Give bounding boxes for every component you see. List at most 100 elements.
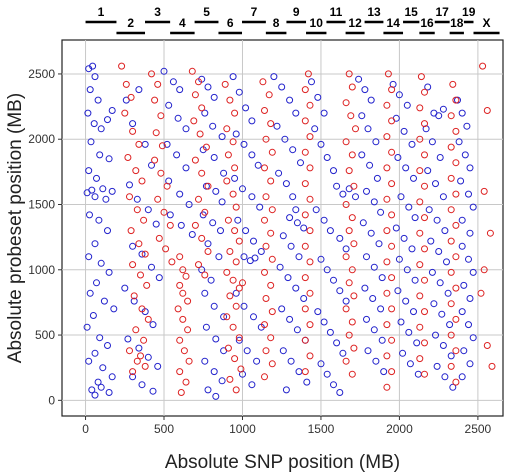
x-tick-label: 2500 — [465, 422, 492, 436]
data-point — [221, 80, 229, 88]
data-point — [182, 164, 190, 172]
data-point — [435, 112, 443, 120]
data-point — [388, 305, 396, 313]
data-point — [436, 154, 444, 161]
data-point — [345, 279, 353, 287]
data-point — [160, 67, 168, 75]
data-point — [204, 248, 212, 255]
data-point — [96, 334, 104, 342]
series-0 — [83, 62, 477, 400]
data-point — [410, 308, 417, 316]
data-point — [174, 114, 182, 122]
data-point — [122, 80, 130, 88]
data-point — [124, 335, 132, 343]
data-point — [251, 254, 259, 262]
x-tick-label: 0 — [82, 422, 89, 436]
data-point — [323, 370, 331, 378]
data-point — [372, 357, 380, 365]
data-point — [105, 155, 113, 163]
data-point — [108, 107, 116, 114]
data-point — [345, 227, 353, 235]
y-tick-label: 0 — [48, 393, 55, 407]
data-point — [466, 164, 474, 172]
data-point — [231, 109, 239, 117]
data-point — [317, 140, 325, 148]
data-point — [140, 216, 148, 224]
data-point — [154, 195, 162, 203]
chromosome-label: 14 — [387, 16, 401, 30]
data-point — [91, 391, 99, 399]
data-point — [421, 276, 428, 284]
data-point — [317, 360, 325, 368]
data-point — [320, 216, 328, 224]
data-point — [402, 297, 410, 305]
chromosome-label: 13 — [367, 5, 381, 19]
data-point — [100, 297, 108, 305]
data-point — [411, 276, 419, 284]
data-point — [182, 378, 190, 386]
data-point — [400, 234, 408, 242]
data-point — [358, 151, 366, 159]
data-point — [196, 130, 204, 138]
data-point — [406, 360, 414, 368]
data-point — [209, 122, 217, 130]
data-point — [268, 206, 276, 214]
data-point — [176, 253, 184, 261]
data-point — [190, 117, 198, 125]
data-point — [210, 368, 218, 376]
data-point — [257, 248, 265, 255]
data-point — [466, 360, 474, 368]
data-point — [130, 297, 138, 305]
data-point — [191, 91, 199, 99]
data-point — [99, 185, 107, 193]
data-point — [416, 355, 424, 363]
data-point — [403, 101, 411, 109]
data-point — [179, 266, 187, 274]
data-point — [380, 368, 388, 376]
data-point — [143, 281, 151, 289]
data-point — [201, 109, 209, 117]
chromosome-label: 4 — [179, 16, 186, 30]
data-point — [165, 101, 173, 109]
data-point — [301, 148, 309, 156]
data-point — [458, 242, 466, 250]
data-point — [301, 242, 309, 250]
data-point — [301, 86, 309, 94]
data-point — [248, 381, 256, 389]
data-point — [416, 292, 424, 300]
data-point — [267, 281, 275, 289]
data-point — [154, 362, 162, 370]
data-point — [273, 122, 281, 130]
data-point — [408, 245, 416, 253]
data-point — [342, 297, 350, 305]
data-point — [215, 253, 223, 261]
data-point — [267, 334, 275, 342]
y-axis: 0 500 1000 1500 2000 2500 — [28, 67, 62, 407]
data-point — [447, 143, 455, 151]
data-point — [121, 284, 129, 292]
data-point — [286, 96, 294, 104]
data-point — [439, 342, 447, 349]
data-point — [133, 195, 141, 203]
data-point — [416, 261, 424, 269]
data-point — [173, 151, 181, 159]
data-point — [97, 125, 105, 133]
chromosome-label: 9 — [293, 5, 300, 19]
data-point — [477, 289, 485, 297]
data-point — [394, 287, 402, 295]
data-point — [312, 206, 320, 214]
data-point — [231, 355, 239, 363]
data-point — [220, 313, 228, 321]
data-point — [210, 154, 218, 161]
data-point — [212, 392, 220, 400]
data-point — [465, 190, 472, 198]
data-point — [86, 289, 94, 297]
data-point — [148, 263, 155, 271]
data-point — [383, 133, 391, 141]
data-point — [336, 234, 344, 242]
data-point — [421, 308, 428, 316]
data-point — [93, 174, 100, 182]
data-point — [127, 93, 135, 101]
data-point — [447, 362, 455, 370]
data-point — [154, 80, 162, 88]
